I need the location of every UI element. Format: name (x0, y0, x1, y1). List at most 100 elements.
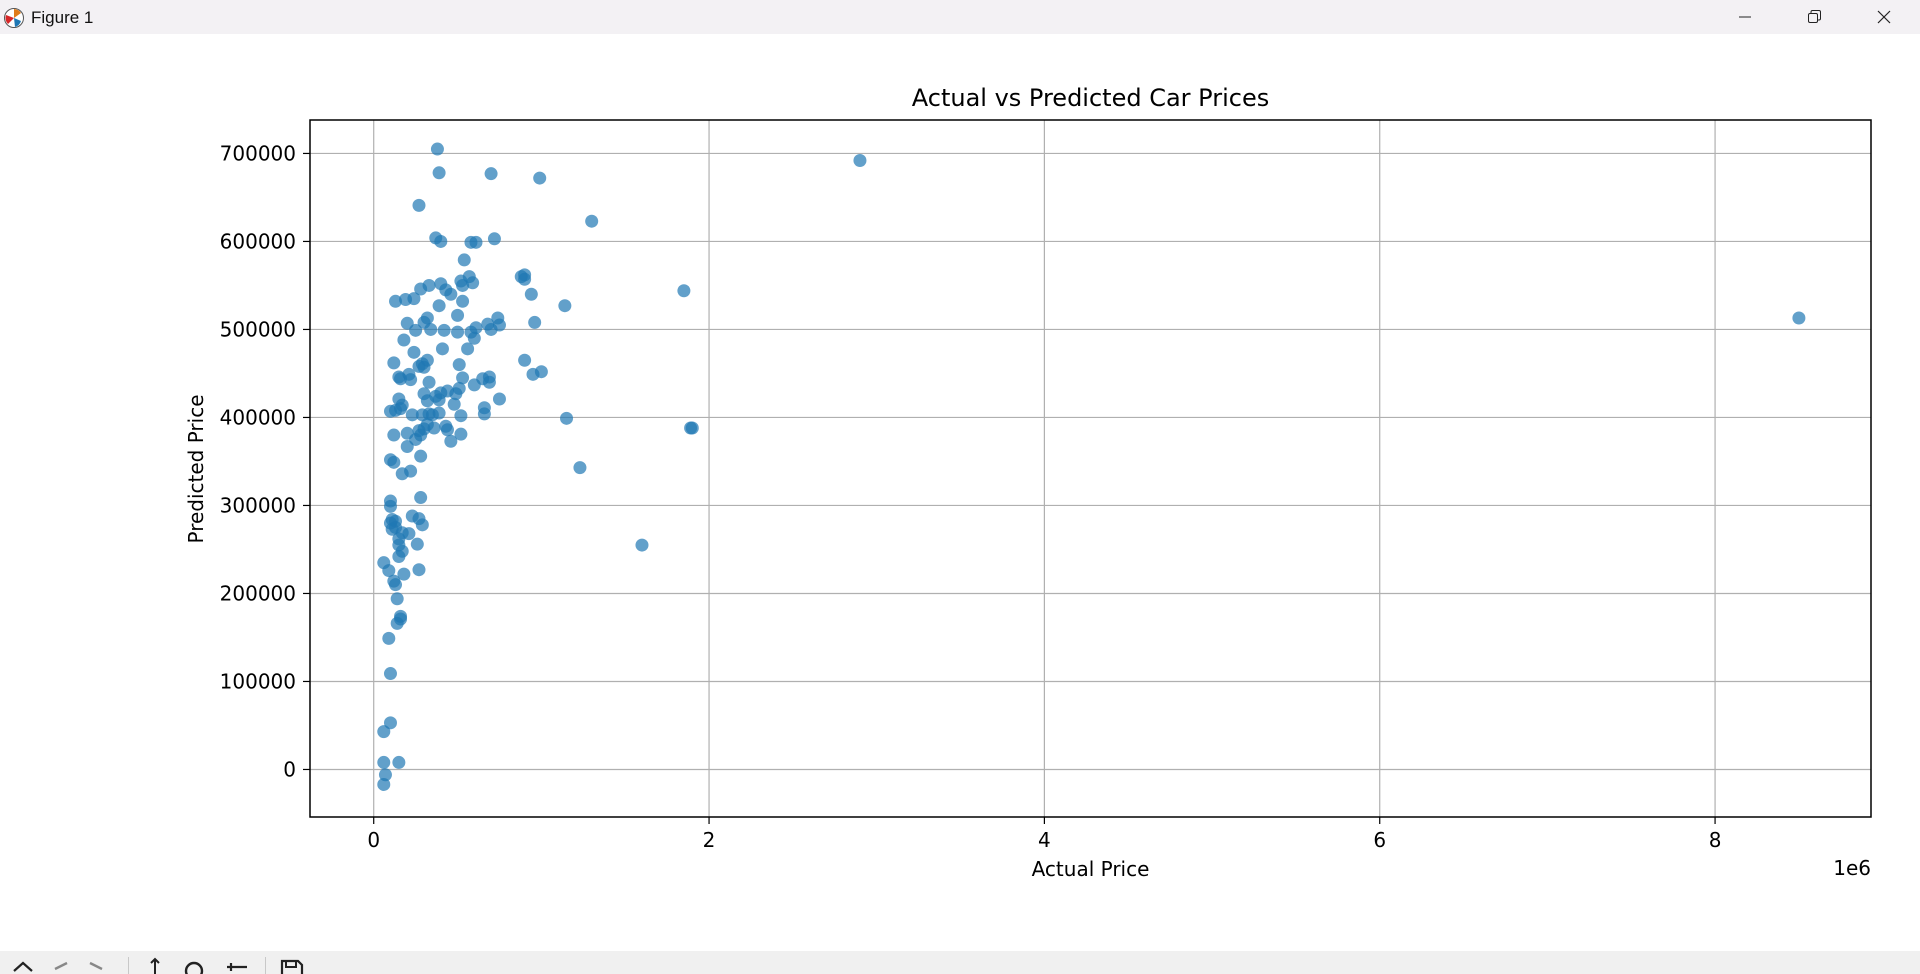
x-tick-label: 4 (1038, 828, 1051, 852)
data-point (482, 375, 496, 389)
data-point (466, 276, 480, 290)
data-point (383, 499, 397, 513)
x-tick-label: 2 (703, 828, 716, 852)
data-point (432, 406, 446, 420)
back-icon (54, 961, 68, 971)
data-point (518, 353, 532, 367)
data-point (456, 278, 470, 292)
data-point (389, 294, 403, 308)
data-point (377, 755, 391, 769)
configure-subplots-button[interactable] (222, 955, 252, 974)
data-point (454, 427, 468, 441)
data-point (432, 299, 446, 313)
data-point (585, 214, 599, 228)
data-point (449, 387, 463, 401)
configure-subplots-icon (227, 963, 247, 971)
data-point (447, 397, 461, 411)
data-point (1792, 311, 1806, 325)
y-tick-label: 700000 (220, 141, 296, 165)
figure-canvas[interactable]: 0 2 4 6 8 0 100000 200000 300000 400000 500000 6000… (0, 34, 1920, 951)
data-point (427, 421, 441, 435)
data-point (414, 491, 428, 505)
window-title: Figure 1 (31, 8, 94, 27)
data-point (410, 537, 424, 551)
y-tick-label: 600000 (220, 229, 296, 253)
data-point (444, 434, 458, 448)
data-point (383, 404, 397, 418)
data-points (377, 142, 1806, 791)
data-point (390, 592, 404, 606)
axes-frame (309, 119, 1872, 818)
data-point (435, 342, 449, 356)
data-point (477, 401, 491, 415)
pan-button[interactable] (140, 955, 170, 974)
zoom-button[interactable] (179, 955, 209, 974)
data-point (853, 153, 867, 167)
data-point (461, 342, 475, 356)
data-point (432, 393, 446, 407)
data-point (677, 284, 691, 298)
data-point (394, 372, 408, 386)
data-point (390, 616, 404, 630)
restore-icon (1808, 10, 1821, 23)
data-point (409, 323, 423, 337)
toolbar-separator (265, 957, 266, 974)
data-point (452, 358, 466, 372)
data-point (456, 294, 470, 308)
grid-lines (310, 120, 1871, 817)
data-point (533, 171, 547, 185)
save-icon (280, 959, 304, 974)
scatter-chart: 0 2 4 6 8 0 100000 200000 300000 400000 500000 6000… (184, 84, 1872, 881)
y-tick-label: 400000 (220, 405, 296, 429)
data-point (456, 371, 470, 385)
save-button[interactable] (277, 955, 307, 974)
data-point (377, 725, 391, 739)
forward-button[interactable] (82, 955, 112, 974)
maximize-button[interactable] (1779, 0, 1849, 34)
data-point (392, 755, 406, 769)
data-point (395, 467, 409, 481)
data-point (412, 563, 426, 577)
data-point (528, 315, 542, 329)
y-tick-label: 300000 (220, 493, 296, 517)
data-point (397, 333, 411, 347)
back-button[interactable] (45, 955, 75, 974)
data-point (412, 198, 426, 212)
data-point (424, 322, 438, 336)
x-tick-label: 6 (1373, 828, 1386, 852)
y-tick-label: 0 (283, 757, 296, 781)
data-point (469, 235, 483, 249)
data-point (394, 402, 408, 416)
window-titlebar: Figure 1 (0, 0, 1920, 34)
data-point (430, 142, 444, 156)
data-point (518, 272, 532, 286)
data-point (378, 768, 392, 782)
data-point (635, 538, 649, 552)
data-point (454, 409, 468, 423)
data-point (385, 522, 399, 536)
data-point (404, 373, 418, 387)
data-point (467, 378, 481, 392)
data-point (422, 375, 436, 389)
minimize-button[interactable] (1710, 0, 1780, 34)
data-point (387, 428, 401, 442)
close-button[interactable] (1849, 0, 1919, 34)
data-point (467, 331, 481, 345)
data-point (469, 321, 483, 335)
x-axis-label: Actual Price (1032, 857, 1150, 881)
data-point (451, 325, 465, 339)
data-point (402, 527, 416, 541)
data-point (377, 777, 391, 791)
close-icon (1877, 10, 1891, 24)
data-point (405, 408, 419, 422)
data-point (383, 667, 397, 681)
data-point (487, 232, 501, 246)
y-tick-label: 100000 (220, 669, 296, 693)
data-point (558, 299, 572, 313)
home-button[interactable] (8, 955, 38, 974)
data-point (407, 345, 421, 359)
pan-icon (150, 957, 160, 974)
data-point (392, 550, 406, 564)
data-point (560, 411, 574, 425)
chart-title: Actual vs Predicted Car Prices (912, 84, 1269, 112)
